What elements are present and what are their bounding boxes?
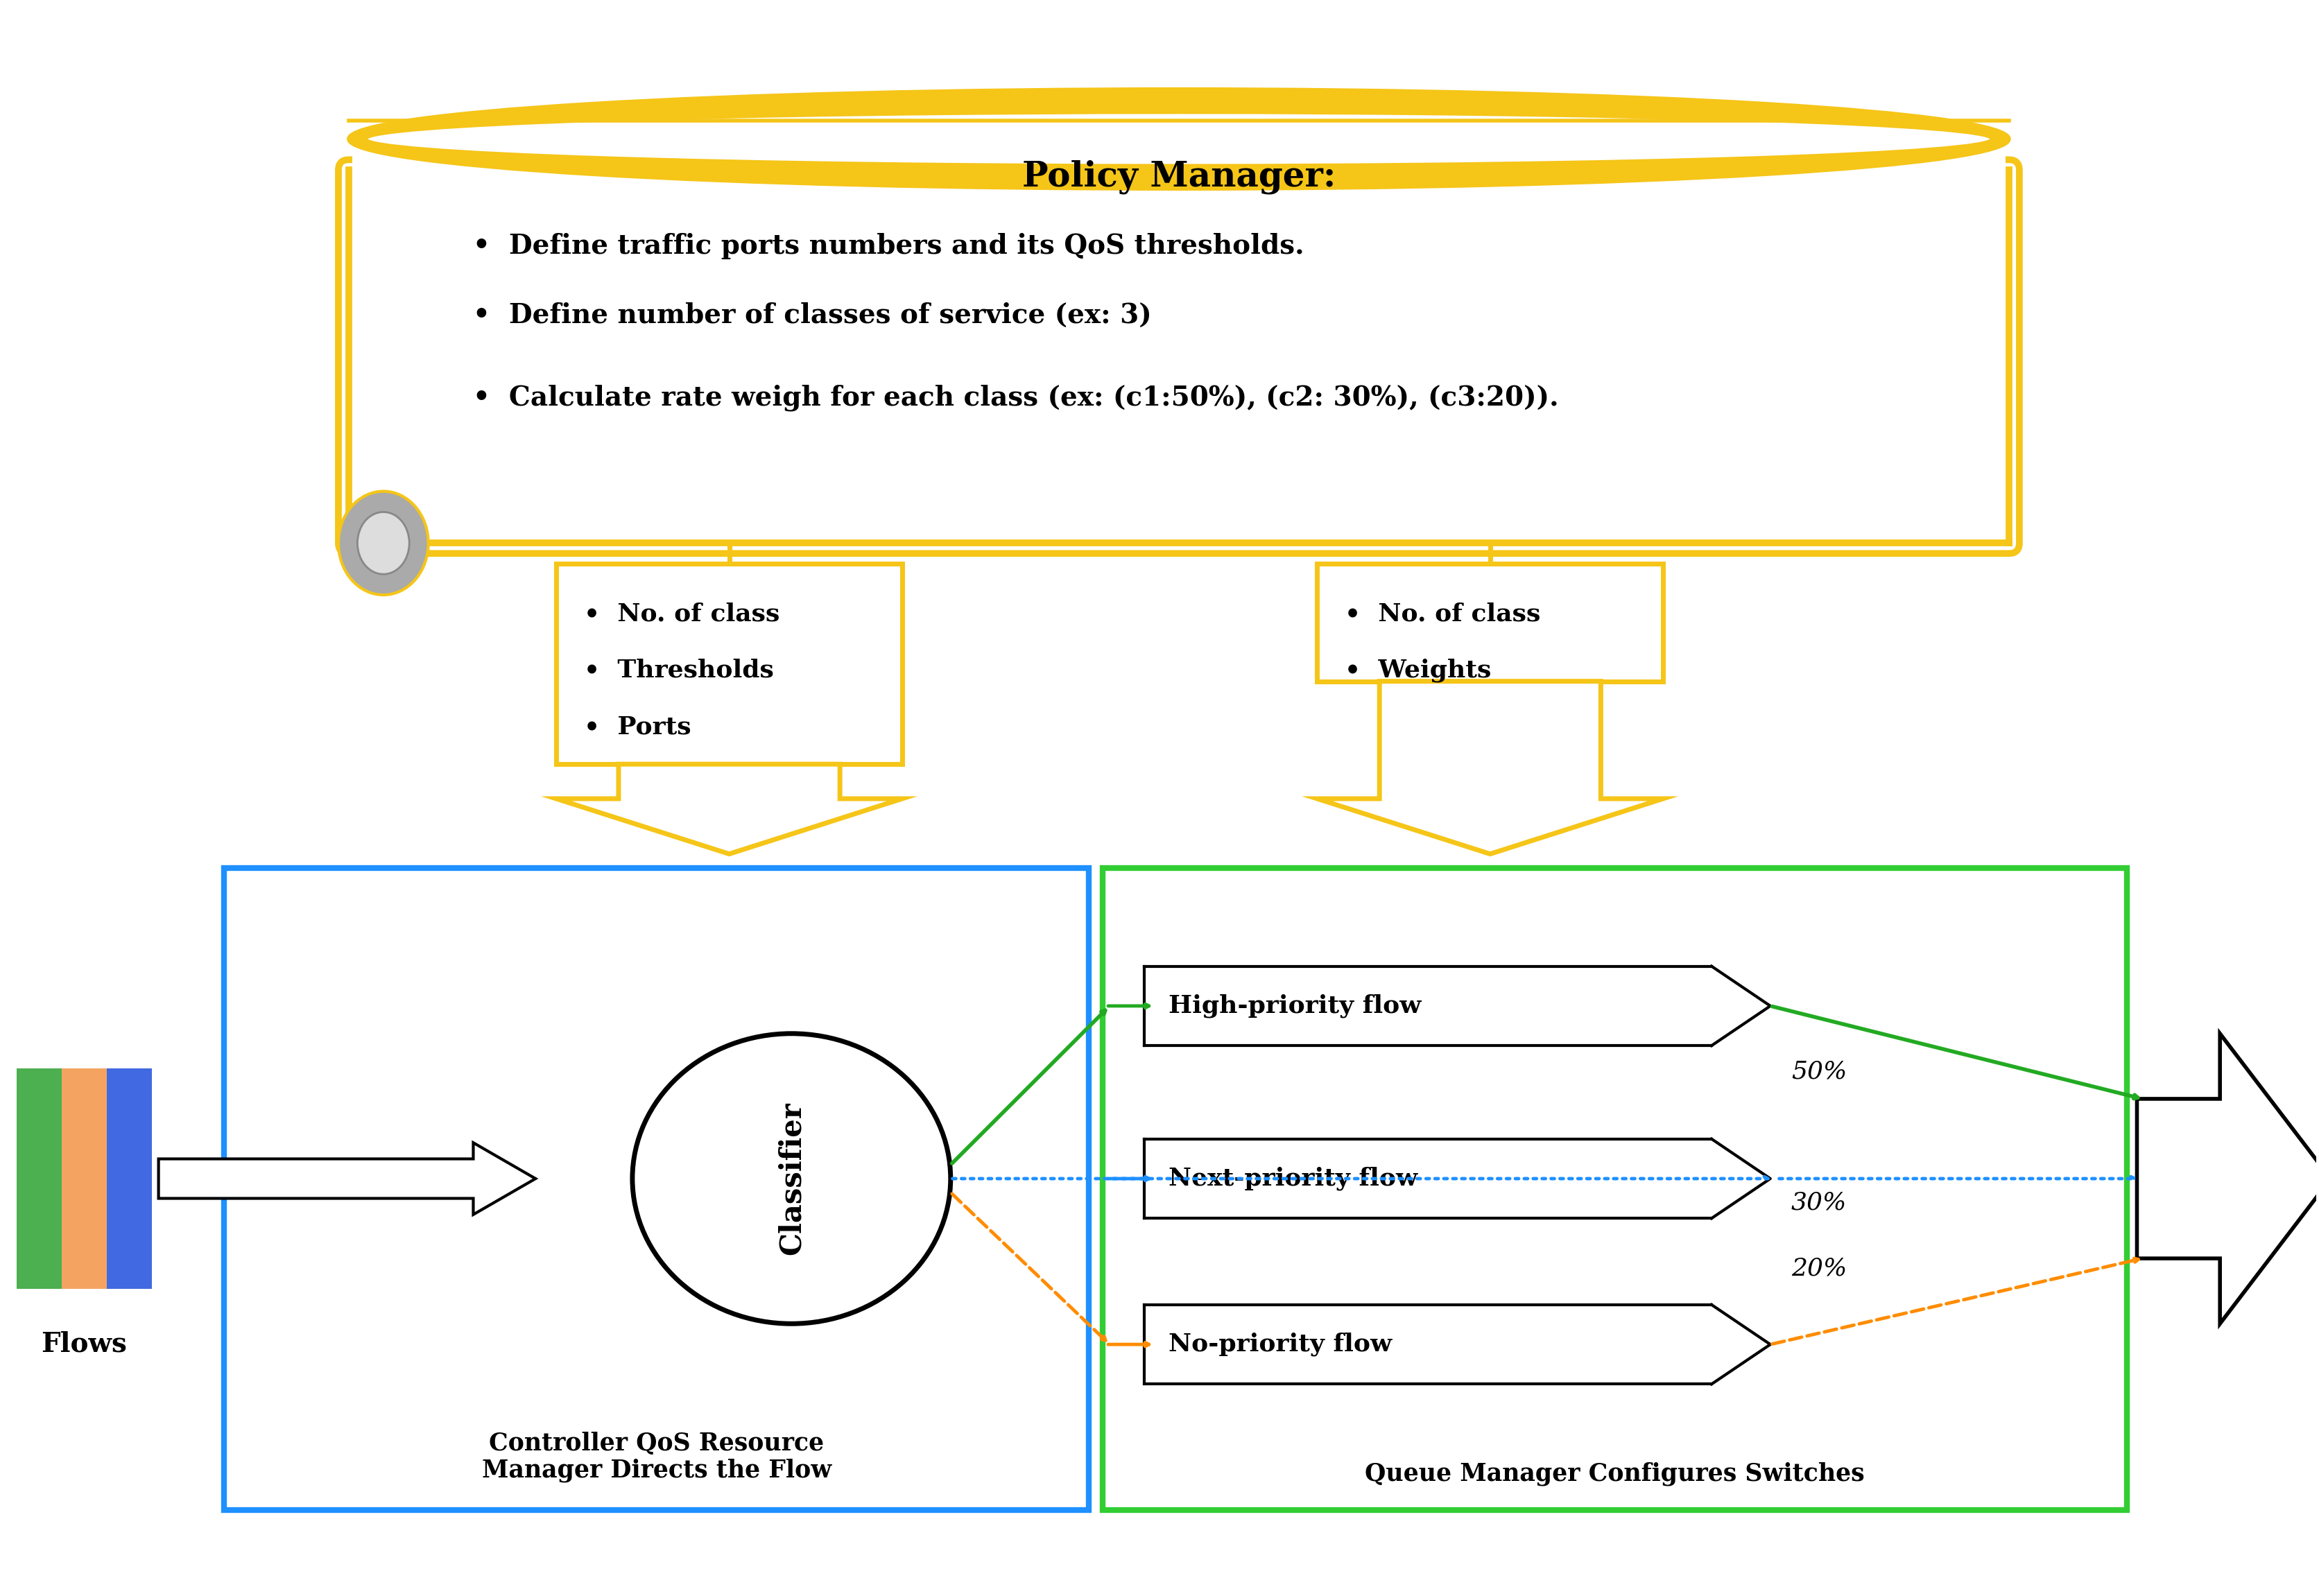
Ellipse shape <box>366 113 1992 166</box>
Polygon shape <box>158 1143 536 1215</box>
Text: •  Weights: • Weights <box>1345 659 1491 683</box>
Text: •  Ports: • Ports <box>584 715 691 739</box>
Text: •  Calculate rate weigh for each class (ex: (c1:50%), (c2: 30%), (c3:20)).: • Calculate rate weigh for each class (e… <box>473 385 1558 412</box>
Text: Controller QoS Resource
Manager Directs the Flow: Controller QoS Resource Manager Directs … <box>482 1432 833 1483</box>
Ellipse shape <box>348 89 2008 188</box>
Text: Queue Manager Configures Switches: Queue Manager Configures Switches <box>1366 1462 1864 1486</box>
Text: Next-priority flow: Next-priority flow <box>1169 1167 1417 1191</box>
FancyBboxPatch shape <box>1317 563 1663 681</box>
Polygon shape <box>557 764 902 854</box>
FancyBboxPatch shape <box>225 868 1090 1510</box>
Text: Flows: Flows <box>42 1331 128 1357</box>
Text: No-priority flow: No-priority flow <box>1169 1333 1391 1357</box>
Text: •  Thresholds: • Thresholds <box>584 659 775 681</box>
Text: High-priority flow: High-priority flow <box>1169 994 1422 1018</box>
Text: Policy Manager:: Policy Manager: <box>1023 160 1336 195</box>
FancyBboxPatch shape <box>339 160 2020 554</box>
FancyBboxPatch shape <box>1104 868 2127 1510</box>
Bar <box>16 1068 63 1290</box>
Text: •  Define number of classes of service (ex: 3): • Define number of classes of service (e… <box>473 302 1153 329</box>
Polygon shape <box>1317 681 1663 854</box>
Text: 20%: 20% <box>1790 1256 1846 1280</box>
Ellipse shape <box>357 512 408 575</box>
Text: Classifier: Classifier <box>777 1103 807 1254</box>
Polygon shape <box>2136 1034 2319 1323</box>
Bar <box>63 1068 107 1290</box>
Ellipse shape <box>633 1034 951 1323</box>
Ellipse shape <box>339 492 429 595</box>
Text: •  No. of class: • No. of class <box>1345 602 1540 626</box>
Text: •  Define traffic ports numbers and its QoS thresholds.: • Define traffic ports numbers and its Q… <box>473 233 1306 259</box>
Bar <box>107 1068 151 1290</box>
FancyBboxPatch shape <box>352 112 2006 184</box>
Text: 30%: 30% <box>1790 1191 1846 1215</box>
FancyBboxPatch shape <box>557 563 902 764</box>
Text: •  No. of class: • No. of class <box>584 602 779 626</box>
Text: 50%: 50% <box>1790 1060 1846 1084</box>
